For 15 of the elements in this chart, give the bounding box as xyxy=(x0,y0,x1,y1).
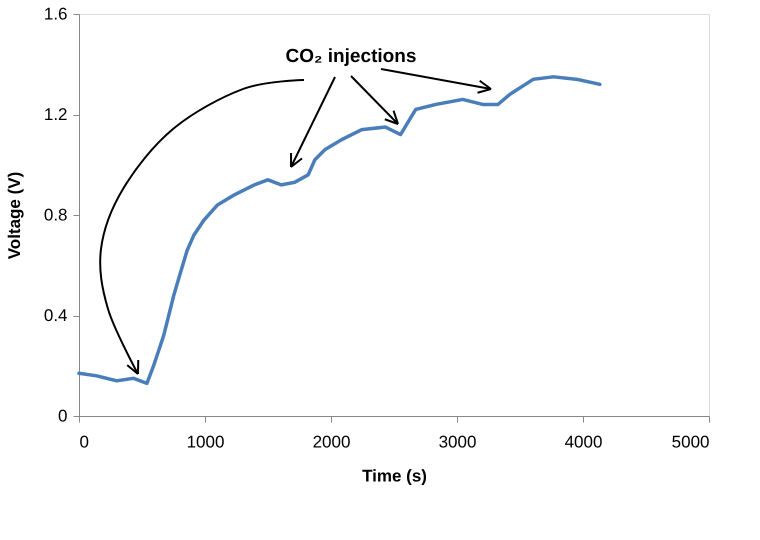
annotation: CO₂ injections xyxy=(286,46,416,67)
y-tick-label: 0 xyxy=(58,406,68,426)
x-tick-label: 5000 xyxy=(672,432,710,452)
x-tick-label: 3000 xyxy=(438,432,476,452)
line-series xyxy=(77,75,602,386)
y-tick-label: 0.8 xyxy=(44,206,68,224)
x-tick-label: 0 xyxy=(80,432,89,452)
x-tick-label: 4000 xyxy=(564,432,602,452)
y-tick-label: 1.2 xyxy=(44,105,68,124)
x-axis-title: Time (s) xyxy=(362,466,427,486)
y-tick-label: 0.4 xyxy=(44,306,68,325)
y-tick-label: 1.6 xyxy=(44,4,68,24)
x-tick-label: 1000 xyxy=(186,432,224,452)
x-tick-label: 2000 xyxy=(312,432,350,452)
y-axis-title: Voltage (V) xyxy=(4,172,24,260)
